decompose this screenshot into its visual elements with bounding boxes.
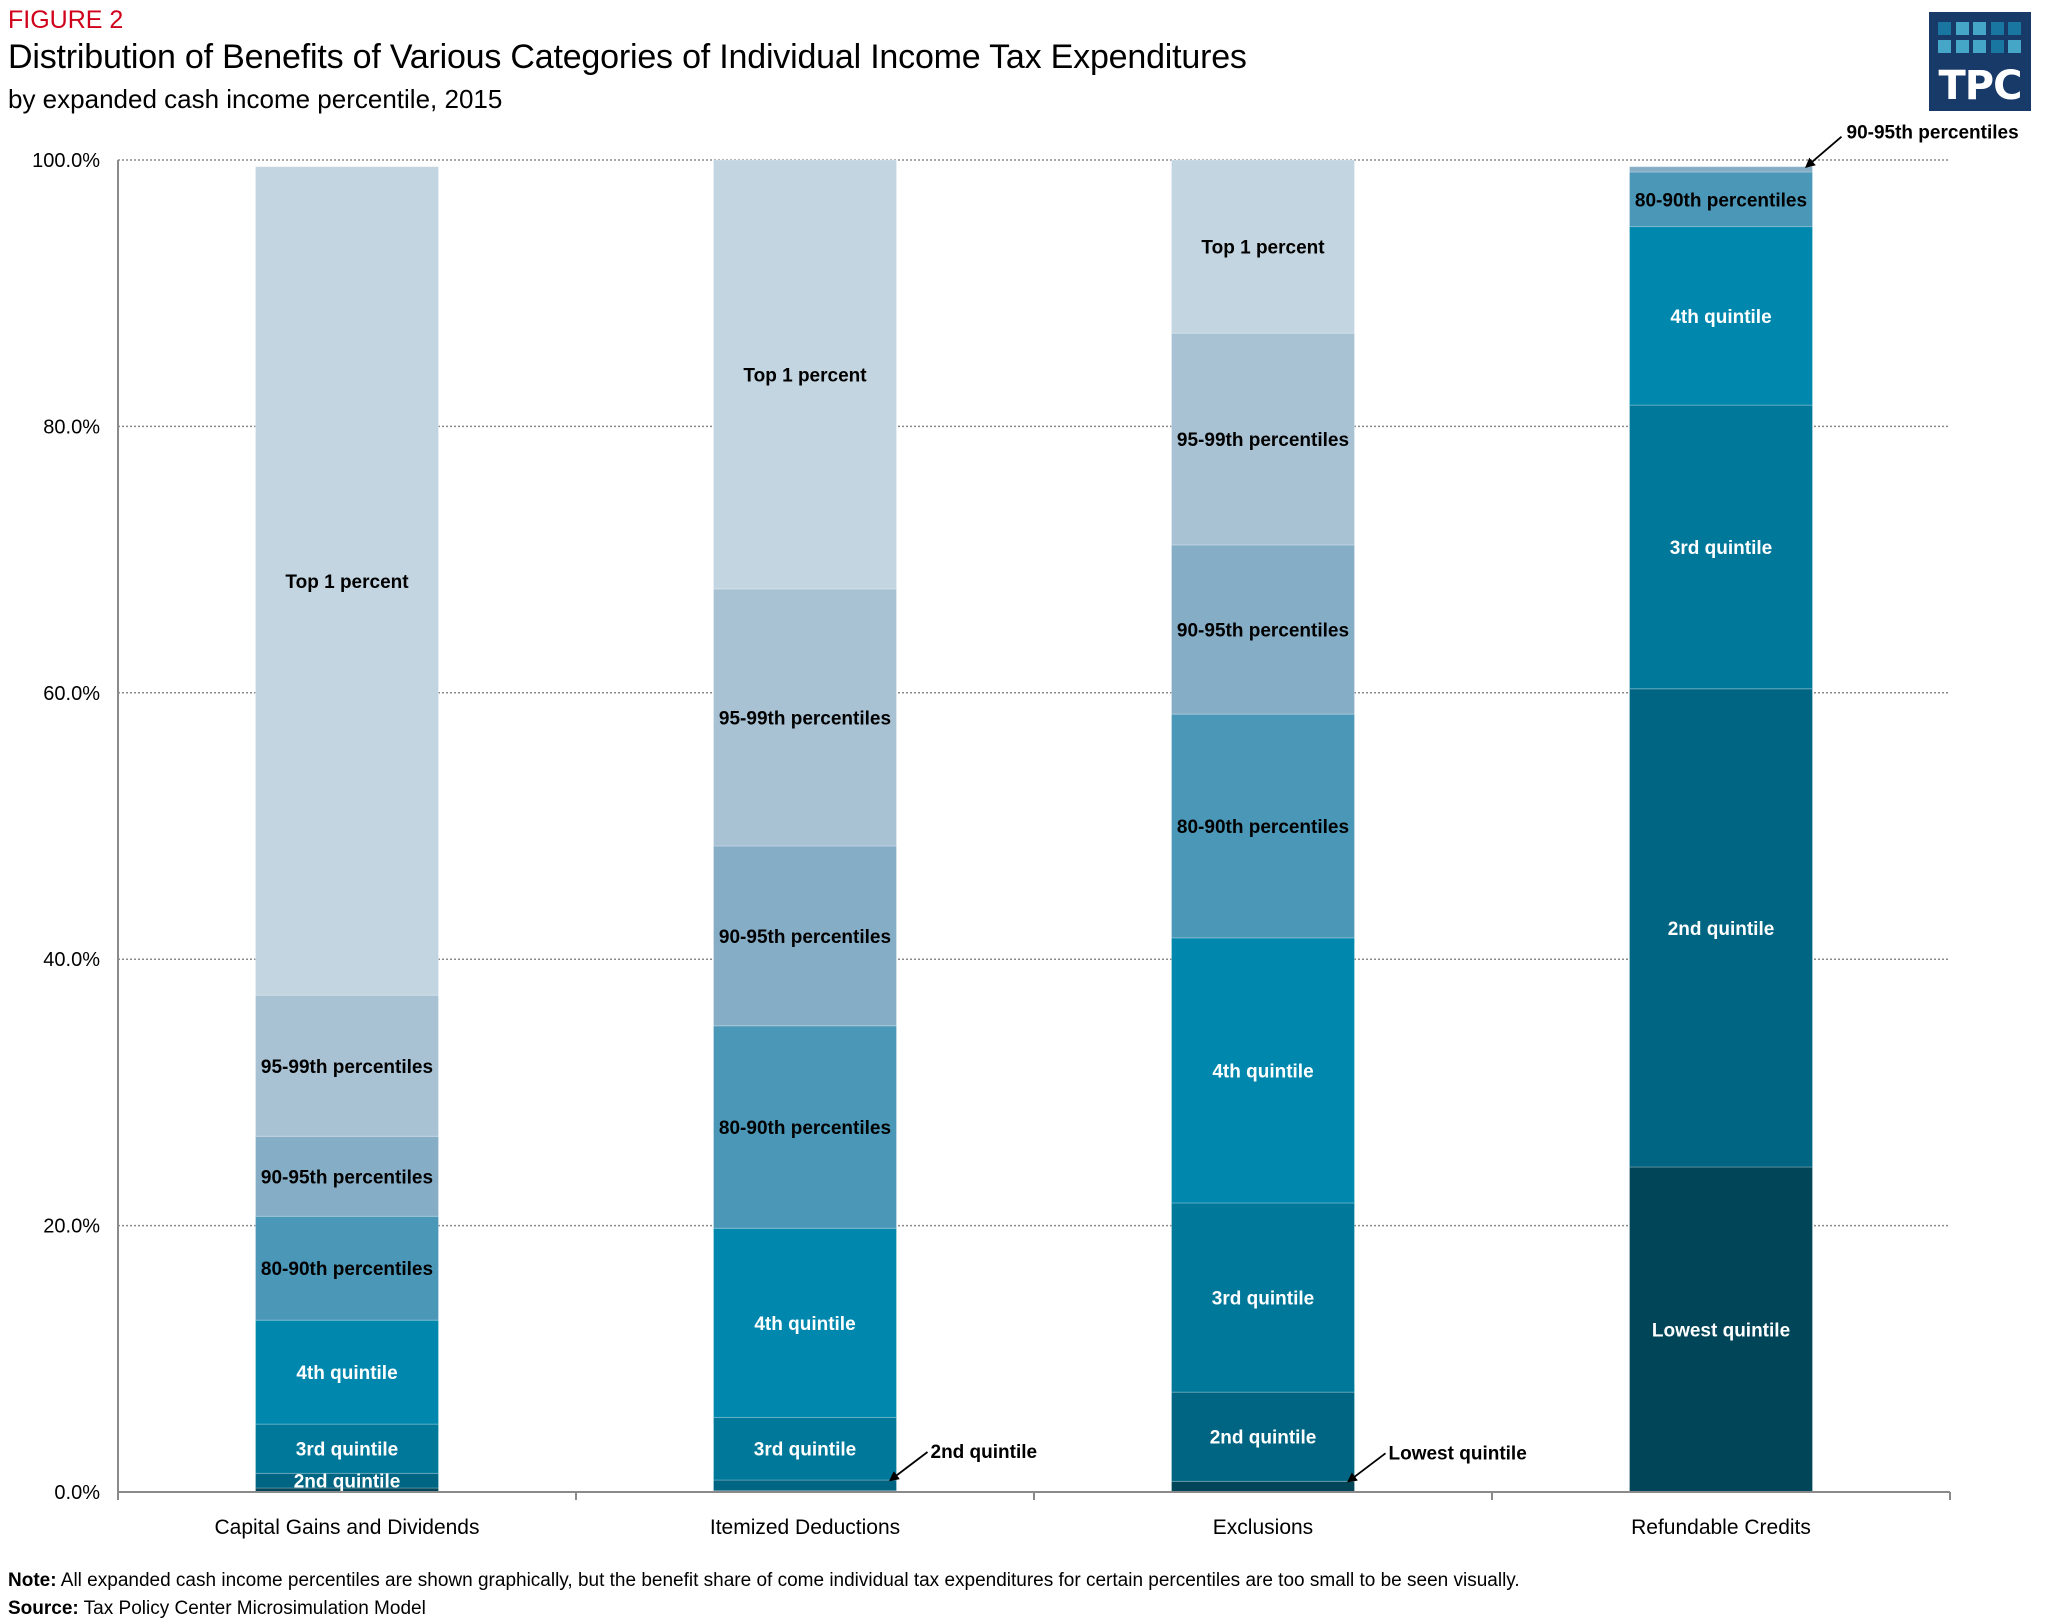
note-label: Note:	[8, 1570, 57, 1591]
y-tick-label: 20.0%	[43, 1216, 100, 1238]
tpc-logo: TPC	[1929, 12, 2031, 111]
segment-label: 4th quintile	[296, 1363, 397, 1384]
segment-label: 3rd quintile	[296, 1440, 398, 1461]
bar-segment	[1629, 171, 1813, 228]
chart-note: Note: All expanded cash income percentil…	[8, 1570, 1520, 1592]
segment-label: 80-90th percentiles	[261, 1259, 433, 1280]
bar-segment	[1171, 1480, 1355, 1493]
logo-square	[1938, 22, 1951, 35]
note-text: All expanded cash income percentiles are…	[56, 1570, 1520, 1591]
segment-label: Top 1 percent	[285, 572, 409, 593]
bar-segment	[713, 588, 897, 847]
bar-segment	[255, 1215, 439, 1321]
x-tick-label: Itemized Deductions	[710, 1516, 900, 1539]
bar-segment	[713, 845, 897, 1027]
bar-segment	[1629, 166, 1813, 173]
segment-label: 4th quintile	[1212, 1061, 1313, 1082]
segment-label: 80-90th percentiles	[1177, 817, 1349, 838]
logo-square	[1955, 40, 1969, 53]
segment-label: 95-99th percentiles	[1177, 430, 1349, 451]
logo-square	[1973, 40, 1986, 53]
bar-segment	[1171, 159, 1355, 334]
bar-segment	[255, 1319, 439, 1425]
logo-square	[1955, 22, 1969, 35]
segment-label: 2nd quintile	[1668, 919, 1775, 940]
y-tick-label: 80.0%	[43, 416, 100, 438]
segment-label: 95-99th percentiles	[719, 708, 891, 729]
y-tick-label: 0.0%	[54, 1482, 100, 1504]
bar-segment	[713, 1479, 897, 1492]
segment-label: 95-99th percentiles	[261, 1057, 433, 1078]
segment-label: 90-95th percentiles	[261, 1167, 433, 1188]
y-tick-label: 100.0%	[32, 150, 100, 172]
bar-segment	[255, 166, 439, 996]
bar-segment	[1629, 1166, 1813, 1493]
bar-segment	[255, 1135, 439, 1217]
segment-label: 90-95th percentiles	[719, 927, 891, 948]
bar-segment	[1171, 332, 1355, 546]
bar-segment	[1171, 1391, 1355, 1482]
segment-label: Lowest quintile	[1652, 1320, 1790, 1341]
logo-text: TPC	[1938, 63, 2023, 109]
chart-title: Distribution of Benefits of Various Cate…	[8, 38, 1247, 76]
segment-label: 80-90th percentiles	[719, 1118, 891, 1139]
segment-label: 3rd quintile	[1670, 538, 1772, 559]
annotation-arrow	[1804, 135, 1843, 168]
segment-label: 3rd quintile	[1212, 1289, 1314, 1310]
y-tick-label: 40.0%	[43, 949, 100, 971]
x-tick-label: Refundable Credits	[1631, 1516, 1811, 1539]
bar-segment	[1629, 688, 1813, 1168]
bar-segment	[713, 1025, 897, 1229]
x-tick-label: Capital Gains and Dividends	[215, 1516, 480, 1539]
segment-label: 80-90th percentiles	[1635, 190, 1807, 211]
bar-segment	[1171, 937, 1355, 1204]
annotation-arrow	[1346, 1452, 1387, 1483]
logo-square	[2008, 40, 2021, 53]
source-label: Source:	[8, 1598, 79, 1619]
chart-source: Source: Tax Policy Center Microsimulatio…	[8, 1598, 426, 1620]
logo-square	[1990, 22, 2004, 35]
bar-segment	[1629, 404, 1813, 690]
segment-label: Top 1 percent	[743, 365, 867, 386]
segment-label: Top 1 percent	[1201, 238, 1325, 259]
logo-square	[1973, 22, 1986, 35]
segment-label: 4th quintile	[754, 1314, 855, 1335]
segment-label: 90-95th percentiles	[1177, 621, 1349, 642]
logo-square	[1938, 40, 1951, 53]
bar-segment	[1171, 713, 1355, 939]
segment-label: 2nd quintile	[294, 1472, 401, 1493]
bar-segment	[255, 1423, 439, 1474]
logo-square	[2008, 22, 2021, 35]
figure-label: FIGURE 2	[8, 6, 124, 34]
annotation-label: 90-95th percentiles	[1847, 123, 2019, 144]
bar-segment	[713, 1227, 897, 1418]
segment-label: 4th quintile	[1670, 307, 1771, 328]
annotation-label: 2nd quintile	[931, 1442, 1038, 1463]
bar-segment	[1629, 226, 1813, 406]
chart-subtitle: by expanded cash income percentile, 2015	[8, 84, 503, 114]
x-tick-label: Exclusions	[1213, 1516, 1313, 1539]
segment-label: 2nd quintile	[1210, 1428, 1317, 1449]
y-tick-label: 60.0%	[43, 683, 100, 705]
source-text: Tax Policy Center Microsimulation Model	[78, 1598, 426, 1619]
annotation-label: Lowest quintile	[1389, 1443, 1527, 1464]
bar-segment	[1171, 1202, 1355, 1393]
annotation-arrow	[888, 1451, 929, 1482]
bar-segment	[713, 159, 897, 590]
logo-square	[1990, 40, 2004, 53]
segment-label: 3rd quintile	[754, 1440, 856, 1461]
bar-segment	[1171, 544, 1355, 715]
bar-segment	[255, 994, 439, 1137]
